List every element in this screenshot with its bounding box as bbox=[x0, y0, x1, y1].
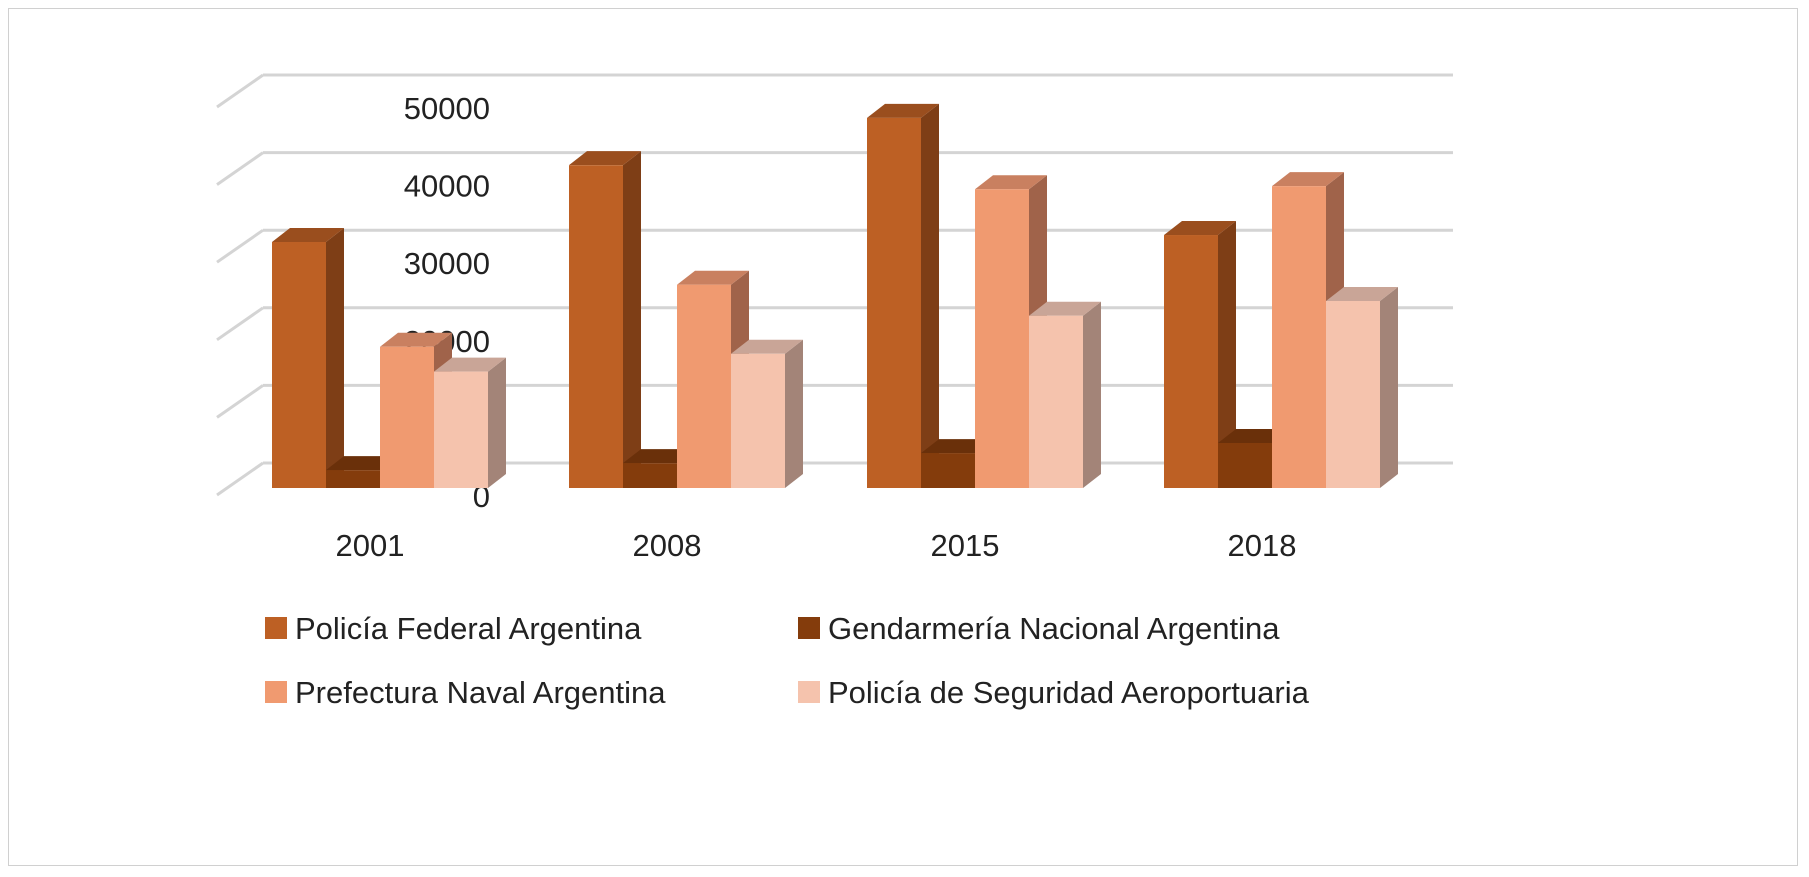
bar-1-2 bbox=[677, 284, 731, 488]
gridline-depth bbox=[216, 384, 264, 419]
bar-2-1 bbox=[921, 453, 975, 488]
gridline-depth bbox=[216, 461, 264, 497]
legend-swatch bbox=[798, 681, 820, 703]
bar-top bbox=[380, 332, 452, 347]
bar-2-3 bbox=[1029, 315, 1083, 488]
bar-top bbox=[434, 357, 506, 372]
bar-3-3 bbox=[1326, 300, 1380, 488]
bar-1-3 bbox=[731, 353, 785, 488]
bar-top bbox=[1326, 286, 1398, 301]
bar-side bbox=[1380, 286, 1398, 488]
bar-1-0 bbox=[569, 165, 623, 488]
bar-side bbox=[1218, 221, 1236, 489]
gridline-depth bbox=[216, 73, 264, 109]
bar-side bbox=[326, 228, 344, 488]
legend-label: Prefectura Naval Argentina bbox=[295, 675, 666, 710]
bar-0-1 bbox=[326, 470, 380, 488]
bar-0-3 bbox=[434, 371, 488, 488]
legend-swatch bbox=[265, 617, 287, 639]
bar-top bbox=[569, 151, 641, 166]
gridline-depth bbox=[216, 151, 264, 186]
bar-top bbox=[1164, 221, 1236, 236]
bar-side bbox=[785, 339, 803, 488]
bar-top bbox=[731, 339, 803, 354]
x-tick-label: 2015 bbox=[931, 528, 1000, 563]
legend-label: Policía de Seguridad Aeroportuaria bbox=[828, 675, 1310, 710]
bar-top bbox=[1272, 172, 1344, 187]
bar-side bbox=[1083, 301, 1101, 488]
bar-2-0 bbox=[867, 117, 921, 489]
bar-top bbox=[1029, 301, 1101, 316]
legend-label: Gendarmería Nacional Argentina bbox=[828, 611, 1280, 646]
bar-2-2 bbox=[975, 189, 1029, 489]
legend-swatch bbox=[798, 617, 820, 639]
bar-3-2 bbox=[1272, 186, 1326, 489]
y-tick-label: 50000 bbox=[404, 91, 490, 126]
x-tick-label: 2018 bbox=[1228, 528, 1297, 563]
gridline-depth bbox=[216, 306, 264, 342]
x-tick-label: 2001 bbox=[336, 528, 405, 563]
chart-frame bbox=[8, 8, 1798, 866]
bar-0-2 bbox=[380, 346, 434, 488]
bar-side bbox=[488, 357, 506, 488]
bar-side bbox=[623, 151, 641, 488]
bar-top bbox=[975, 175, 1047, 190]
bar-3-0 bbox=[1164, 235, 1218, 488]
gridline-depth bbox=[216, 228, 264, 264]
bar-top bbox=[272, 228, 344, 243]
bar-0-0 bbox=[272, 242, 326, 488]
y-tick-label: 40000 bbox=[404, 169, 490, 204]
bar-1-1 bbox=[623, 463, 677, 488]
bar-3-1 bbox=[1218, 442, 1272, 488]
x-tick-label: 2008 bbox=[633, 528, 702, 563]
y-tick-label: 30000 bbox=[404, 246, 490, 281]
legend-swatch bbox=[265, 681, 287, 703]
legend-label: Policía Federal Argentina bbox=[295, 611, 642, 646]
bar-top bbox=[867, 103, 939, 118]
bar-side bbox=[921, 103, 939, 489]
bar-top bbox=[677, 270, 749, 285]
